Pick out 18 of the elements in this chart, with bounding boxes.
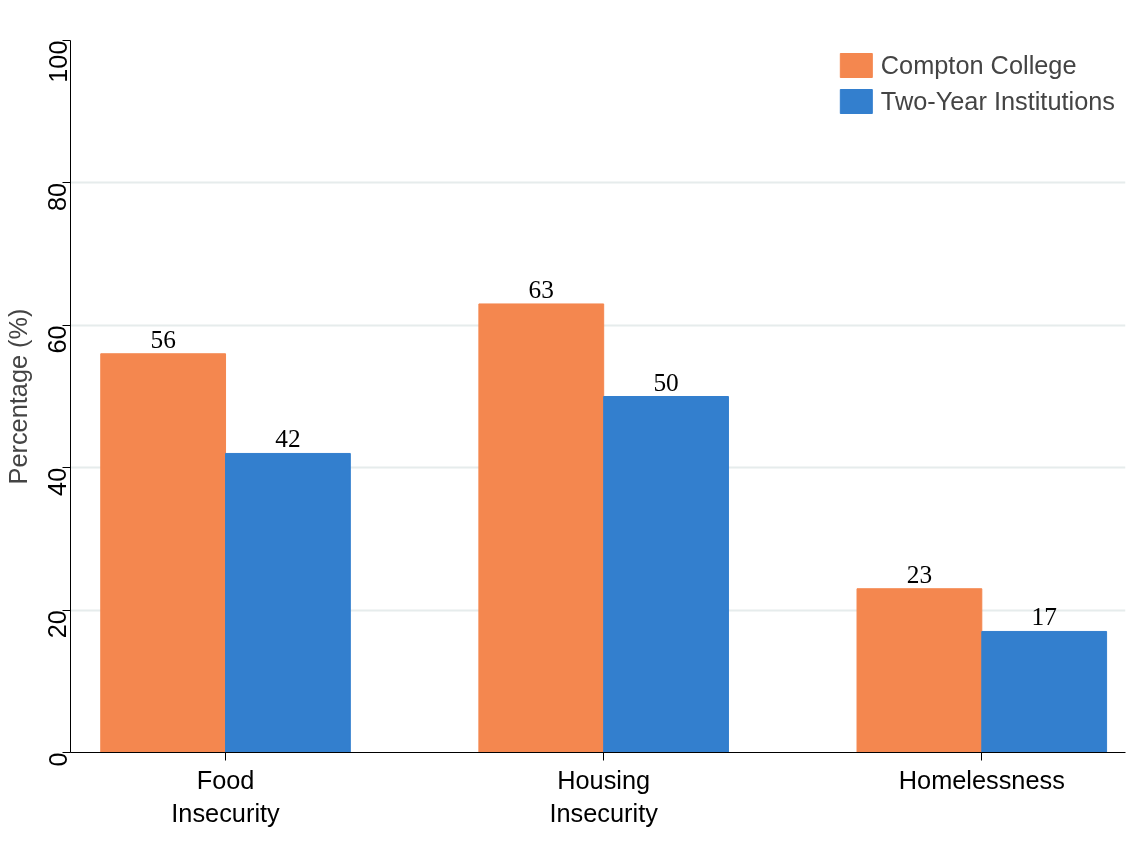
legend-label: Compton College [880,50,1077,80]
y-tick-label: 40 [43,467,72,496]
y-axis-title: Percentage (%) [3,308,32,485]
y-tick-label: 100 [43,40,72,83]
y-tick-label: 0 [43,752,72,767]
y-tick-label: 80 [43,182,72,212]
data-label: 42 [275,424,301,453]
data-label: 63 [528,274,554,303]
data-label: 56 [150,324,176,353]
data-label: 17 [1031,602,1057,631]
data-label: 23 [906,559,933,588]
y-tick-label: 20 [43,610,72,639]
x-tick-label: Food Insecurity [171,765,281,828]
x-tick-label: Homelessness [898,765,1065,794]
x-tick-label: Housing Insecurity [549,765,659,828]
data-label: 50 [653,367,679,396]
y-tick-label: 60 [43,325,72,354]
legend-label: Two-Year Institutions [880,86,1115,116]
